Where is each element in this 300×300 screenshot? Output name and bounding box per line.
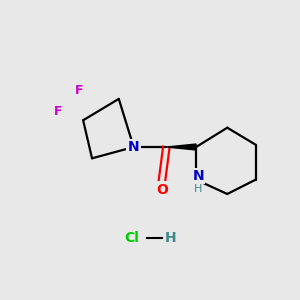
Text: N: N	[128, 140, 140, 154]
Text: N: N	[193, 169, 204, 183]
Polygon shape	[166, 144, 196, 150]
Text: H: H	[194, 184, 202, 194]
Text: H: H	[165, 231, 177, 245]
Text: O: O	[156, 182, 168, 197]
Text: F: F	[74, 84, 83, 97]
Text: Cl: Cl	[125, 231, 140, 245]
Text: F: F	[54, 105, 62, 118]
